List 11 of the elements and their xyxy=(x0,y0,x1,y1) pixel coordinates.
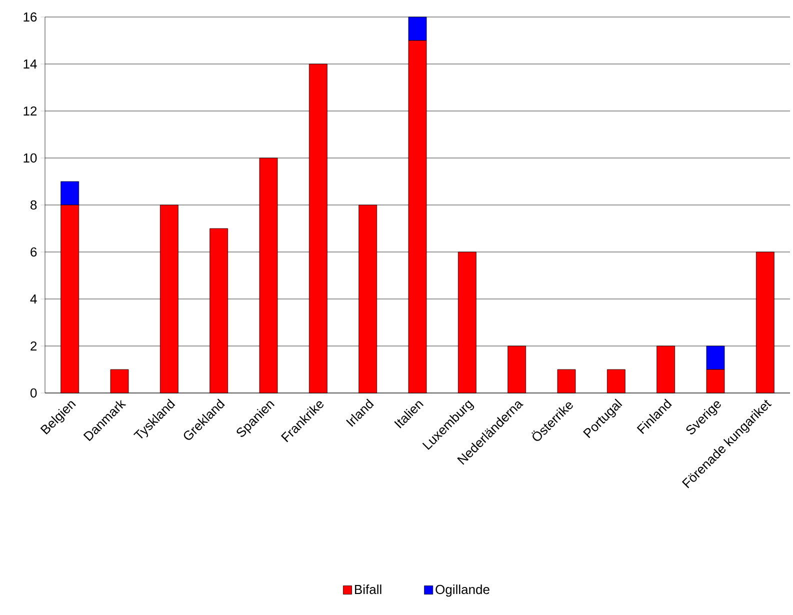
y-tick-label: 8 xyxy=(30,200,37,210)
y-tick-label: 4 xyxy=(30,294,37,304)
y-tick-label: 0 xyxy=(30,388,37,398)
legend-label: Bifall xyxy=(355,584,382,594)
y-tick-label: 2 xyxy=(30,341,37,351)
legend-label: Ogillande xyxy=(436,584,490,597)
y-tick-label: 16 xyxy=(24,12,37,22)
y-tick-label: 12 xyxy=(24,106,37,116)
y-tick-label: 6 xyxy=(30,247,37,257)
y-tick-label: 10 xyxy=(24,153,37,163)
y-tick-label: 14 xyxy=(24,60,37,68)
